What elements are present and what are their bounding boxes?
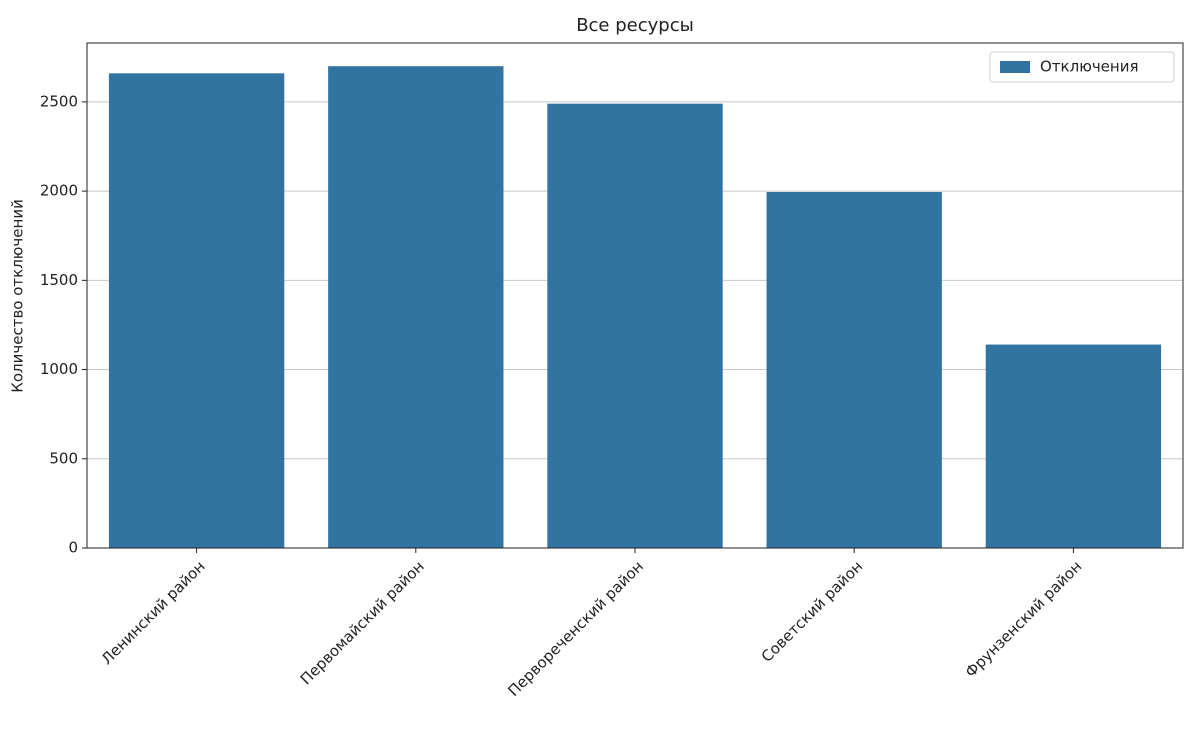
x-tick-label: Первореченский район xyxy=(504,557,647,700)
bar xyxy=(766,192,942,548)
plot-frame xyxy=(86,42,1184,549)
bar xyxy=(547,103,723,548)
x-tick-label: Советский район xyxy=(758,557,867,666)
y-axis-label: Количество отключений xyxy=(9,199,27,393)
y-tick-label: 500 xyxy=(49,449,78,467)
x-tick-label: Фрунзенский район xyxy=(962,557,1086,681)
bar xyxy=(985,344,1162,548)
y-tick-label: 2500 xyxy=(40,92,78,110)
legend-label: Отключения xyxy=(1040,58,1139,76)
bar xyxy=(328,66,504,549)
x-tick-label: Первомайский район xyxy=(297,557,428,688)
y-tick-label: 2000 xyxy=(40,182,78,200)
legend-box xyxy=(989,51,1175,83)
y-tick-label: 1000 xyxy=(40,360,78,378)
x-tick-label: Ленинский район xyxy=(98,557,209,668)
y-tick-label: 1500 xyxy=(40,271,78,289)
chart-title: Все ресурсы xyxy=(576,15,694,36)
y-tick-label: 0 xyxy=(68,539,78,557)
legend-swatch xyxy=(1000,61,1030,73)
bar xyxy=(108,73,285,548)
